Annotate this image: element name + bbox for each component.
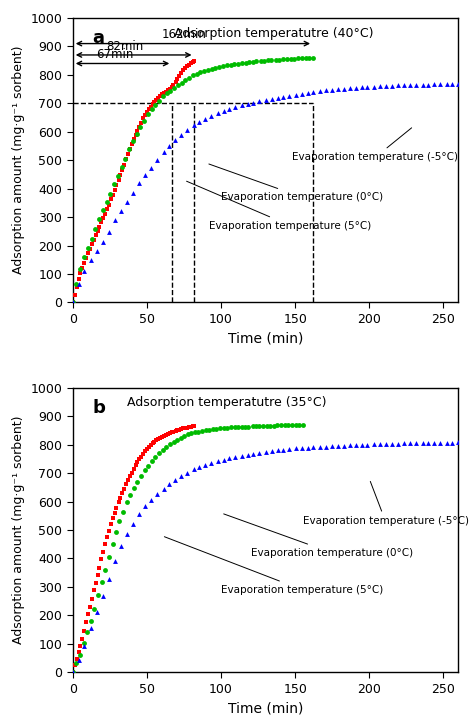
Text: 67min: 67min	[96, 48, 133, 61]
Text: Evaporation temperature (0°C): Evaporation temperature (0°C)	[224, 514, 413, 558]
Y-axis label: Adsorption amount (mg·g⁻¹ sorbent): Adsorption amount (mg·g⁻¹ sorbent)	[12, 416, 25, 644]
X-axis label: Time (min): Time (min)	[228, 701, 303, 715]
Text: Adsorption temperatutre (40°C): Adsorption temperatutre (40°C)	[173, 27, 373, 40]
Text: Adsorption temperatutre (35°C): Adsorption temperatutre (35°C)	[127, 396, 327, 409]
X-axis label: Time (min): Time (min)	[228, 331, 303, 345]
Text: Evaporation temperature (-5°C): Evaporation temperature (-5°C)	[303, 482, 469, 526]
Text: Evaporation temperature (0°C): Evaporation temperature (0°C)	[209, 164, 383, 202]
Text: b: b	[92, 399, 105, 417]
Y-axis label: Adsorption amount (mg·g⁻¹ sorbent): Adsorption amount (mg·g⁻¹ sorbent)	[12, 46, 25, 275]
Text: Evaporation temperature (-5°C): Evaporation temperature (-5°C)	[292, 128, 458, 162]
Text: 162min: 162min	[162, 28, 206, 41]
Text: Evaporation temperature (5°C): Evaporation temperature (5°C)	[164, 536, 384, 595]
Text: 82min: 82min	[106, 40, 143, 52]
Text: a: a	[92, 29, 104, 47]
Text: Evaporation temperature (5°C): Evaporation temperature (5°C)	[187, 181, 371, 231]
